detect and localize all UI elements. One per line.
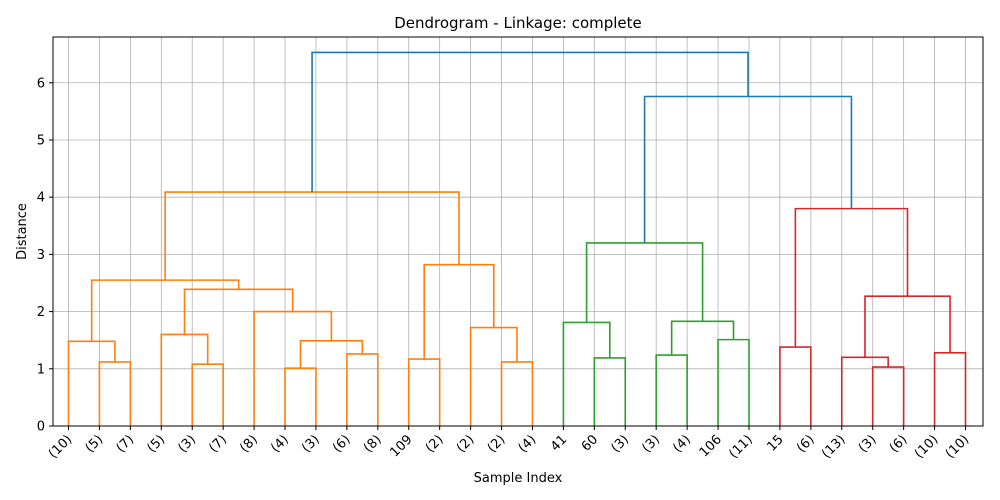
- dendrogram-link: [183, 288, 294, 335]
- y-axis-title: Distance: [15, 203, 30, 260]
- y-tick-label: 2: [37, 305, 45, 320]
- dendrogram-link: [779, 346, 812, 426]
- plot-frame: [52, 36, 984, 427]
- y-tick-layer: 0 1 2 3 4 5 6: [37, 76, 53, 435]
- y-tick-label: 0: [37, 420, 45, 435]
- dendrogram-link: [794, 207, 909, 348]
- x-axis-title: Sample Index: [474, 471, 563, 486]
- chart-title: Dendrogram - Linkage: complete: [394, 14, 642, 32]
- dendrogram-link: [311, 51, 749, 193]
- dendrogram-link: [346, 353, 379, 426]
- y-tick-label: 4: [37, 191, 45, 206]
- dendrogram-link: [164, 191, 460, 281]
- dendrogram-link: [469, 326, 518, 426]
- y-tick-label: 5: [37, 133, 45, 148]
- dendrogram-link: [864, 295, 951, 358]
- y-tick-label: 1: [37, 362, 45, 377]
- dendrogram-link: [655, 354, 688, 426]
- y-tick-label: 6: [37, 76, 45, 91]
- y-tick-label: 3: [37, 248, 45, 263]
- links-layer: [67, 51, 967, 426]
- dendrogram-link: [871, 366, 905, 426]
- dendrogram-link: [840, 356, 889, 426]
- dendrogram-link: [191, 363, 224, 426]
- dendrogram-link: [160, 333, 209, 426]
